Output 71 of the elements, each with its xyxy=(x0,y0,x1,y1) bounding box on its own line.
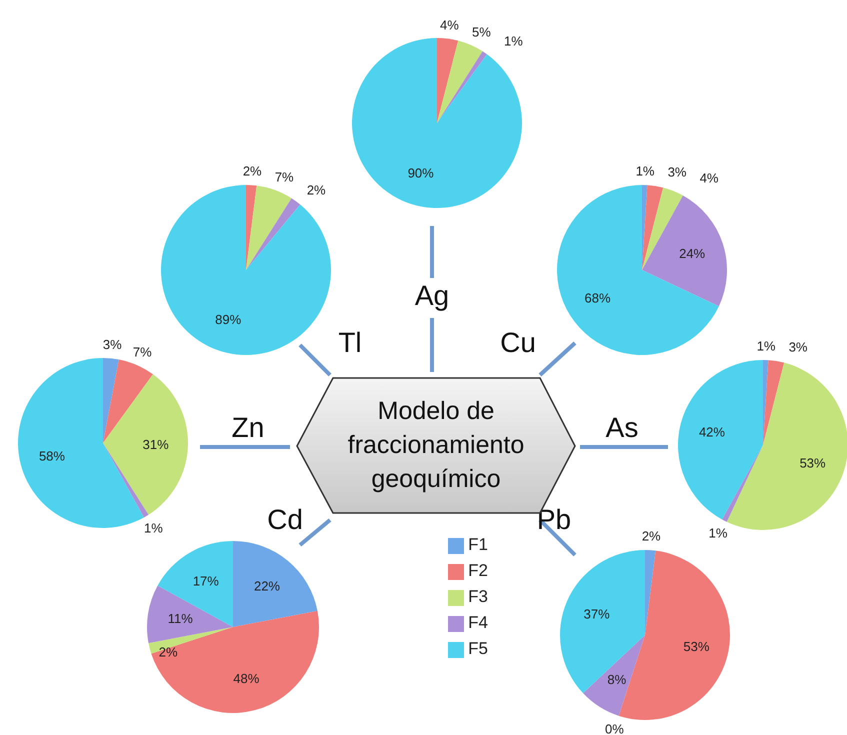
pie-slice xyxy=(233,541,318,627)
data-label: 2% xyxy=(642,528,662,544)
pie-slice xyxy=(246,198,300,270)
text: 0% xyxy=(605,722,624,735)
data-label: 1% xyxy=(708,526,728,541)
data-label: 22% xyxy=(254,578,280,594)
data-label: 17% xyxy=(192,574,220,589)
pie-slice xyxy=(678,360,763,520)
pie-slice xyxy=(645,550,656,635)
data-label: 90% xyxy=(408,166,434,181)
pie-slice xyxy=(722,445,763,522)
data-label: 89% xyxy=(215,312,242,328)
pie-slice xyxy=(246,185,257,270)
text: Modelo de fraccionamiento geoquímico xyxy=(346,396,526,495)
data-label: 37% xyxy=(584,606,610,622)
data-label: 11% xyxy=(168,611,194,626)
data-label: 68% xyxy=(584,290,611,306)
data-label: 42% xyxy=(698,424,726,440)
text: Tl xyxy=(337,327,363,359)
pie-slice xyxy=(352,38,522,208)
data-label: 7% xyxy=(274,169,294,184)
data-label: 7% xyxy=(132,344,152,360)
pie-slice xyxy=(158,541,233,627)
data-label: 24% xyxy=(679,246,706,262)
data-label: 8% xyxy=(607,672,627,687)
data-label: 5% xyxy=(472,24,492,40)
data-label: 3% xyxy=(788,340,808,355)
text: Zn xyxy=(230,412,266,444)
data-label: 2% xyxy=(306,182,326,198)
data-label: 53% xyxy=(683,638,710,654)
legend-label: F5 xyxy=(468,639,488,658)
pie-slice xyxy=(103,358,119,443)
data-label: 4% xyxy=(700,170,719,186)
legend-label: F1 xyxy=(468,535,488,554)
pie-slice xyxy=(103,374,188,515)
pie-slice xyxy=(161,185,331,355)
pie-slice xyxy=(151,610,319,713)
pie-slice xyxy=(726,362,847,530)
data-label: 31% xyxy=(142,437,170,452)
data-label: 2% xyxy=(158,644,178,660)
text: Ag xyxy=(414,280,450,312)
chart-title: Pb xyxy=(536,504,572,536)
pie-slice xyxy=(147,586,233,644)
pie-slice xyxy=(246,186,292,270)
pie-slice xyxy=(557,185,719,355)
data-label: 3% xyxy=(668,164,687,180)
pie-slice xyxy=(642,196,727,306)
data-label: 4% xyxy=(440,17,460,32)
legend-label: F3 xyxy=(468,587,488,606)
pie-slice xyxy=(437,38,458,123)
chart-title: Cd xyxy=(266,504,304,536)
data-label: 2% xyxy=(242,164,262,179)
pie-slice xyxy=(437,51,487,123)
data-label: 1% xyxy=(144,520,164,536)
pie-slice xyxy=(763,360,784,445)
text: As xyxy=(604,412,640,444)
data-label: 1% xyxy=(504,34,524,49)
data-label: 1% xyxy=(636,164,655,179)
data-label: 58% xyxy=(38,448,66,464)
legend-label: F4 xyxy=(468,613,488,632)
pie-slice xyxy=(642,185,664,270)
pie-slice xyxy=(18,358,144,528)
pie-slice xyxy=(560,550,645,694)
data-label: 1% xyxy=(756,338,776,354)
text: Cu xyxy=(499,327,537,359)
pie-slice xyxy=(437,40,483,123)
data-label: 53% xyxy=(800,455,826,470)
legend-label: F2 xyxy=(468,561,488,580)
pie-slice xyxy=(583,635,645,716)
data-label: 48% xyxy=(233,671,260,686)
data-label: 3% xyxy=(102,336,122,352)
